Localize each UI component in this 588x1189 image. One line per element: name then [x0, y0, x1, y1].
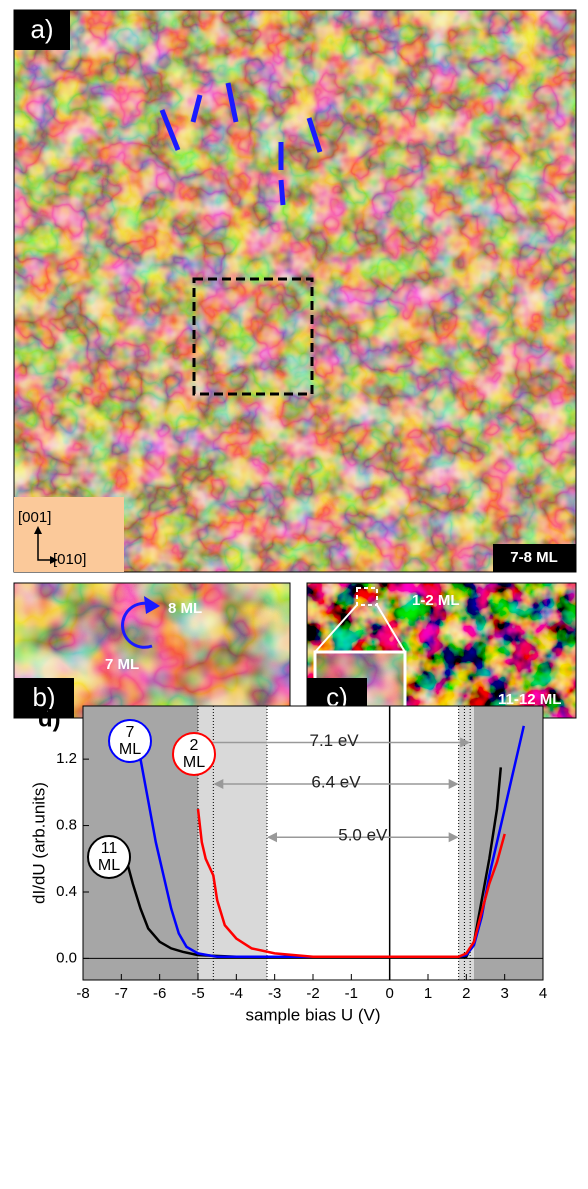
x-tick-label: -3	[268, 985, 281, 1002]
x-tick-label: 2	[462, 985, 470, 1002]
y-tick-label: 0.4	[56, 883, 77, 900]
thickness-label: 7-8 ML	[510, 549, 558, 566]
x-axis-label: sample bias U (V)	[245, 1005, 380, 1024]
gap-label: 6.4 eV	[311, 773, 361, 792]
stm-image-a	[14, 10, 576, 572]
y-tick-label: 0.0	[56, 949, 77, 966]
x-tick-label: 4	[539, 985, 547, 1002]
x-tick-label: -6	[153, 985, 166, 1002]
chart-title: d)	[38, 705, 61, 732]
series-label-line: 11	[101, 840, 118, 857]
x-tick-label: -8	[76, 985, 89, 1002]
series-label-line: 2	[190, 737, 199, 754]
series-label-line: ML	[98, 857, 120, 874]
series-label-line: 7	[126, 724, 135, 741]
figure: a) [001] [010] 7-8 ML 8 ML 7 ML b) 1-2 M…	[0, 0, 588, 1184]
x-tick-label: -4	[230, 985, 243, 1002]
direction-label: [001]	[18, 509, 51, 526]
x-tick-label: -2	[306, 985, 319, 1002]
series-label-line: ML	[119, 741, 141, 758]
series-label-line: ML	[183, 754, 205, 771]
chart: -8 -7 -6 -5 -4 -3 -2 -1 0 1 2 3 4 0.0 0.4 0.8 1.2 7.1 eV 6…	[56, 706, 547, 1002]
panel-label: a)	[30, 14, 53, 44]
x-tick-label: -1	[345, 985, 358, 1002]
layer-label: 7 ML	[105, 656, 139, 673]
x-tick-label: -5	[191, 985, 204, 1002]
x-tick-label: -7	[115, 985, 128, 1002]
y-tick-label: 0.8	[56, 817, 77, 834]
x-tick-label: 3	[500, 985, 508, 1002]
layer-label: 11-12 ML	[498, 691, 561, 708]
layer-label: 8 ML	[168, 600, 202, 617]
direction-label: [010]	[53, 551, 86, 568]
y-tick-label: 1.2	[56, 750, 77, 767]
gap-label: 5.0 eV	[338, 826, 388, 845]
x-tick-label: 1	[424, 985, 432, 1002]
x-tick-label: 0	[385, 985, 393, 1002]
shaded-region	[474, 706, 543, 980]
page: a) [001] [010] 7-8 ML 8 ML 7 ML b) 1-2 M…	[0, 0, 588, 1184]
gap-label: 7.1 eV	[310, 731, 360, 750]
y-axis-label: dI/dU (arb.units)	[29, 782, 48, 904]
layer-label: 1-2 ML	[412, 592, 460, 609]
